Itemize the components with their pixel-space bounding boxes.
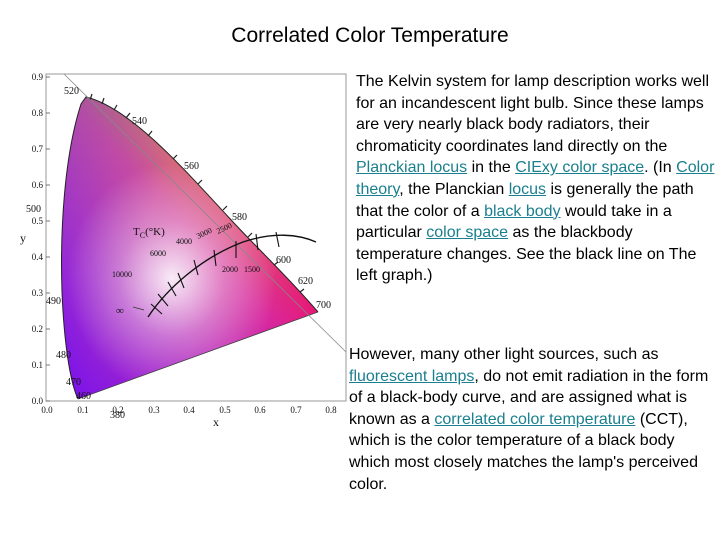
tc-subscript: C bbox=[140, 231, 145, 240]
tc-unit: (°K) bbox=[145, 226, 165, 238]
paragraph-text: , the Planckian bbox=[399, 180, 509, 198]
hyperlink[interactable]: locus bbox=[508, 180, 547, 198]
y-tick-label: 0.5 bbox=[32, 216, 44, 226]
x-tick-label: 0.5 bbox=[219, 405, 231, 415]
temperature-label: 2000 bbox=[222, 265, 238, 274]
hyperlink[interactable]: Color theory bbox=[356, 159, 715, 198]
y-tick-label: 0.9 bbox=[32, 72, 44, 82]
x-axis-label: x bbox=[213, 415, 219, 429]
x-tick-label: 0.6 bbox=[254, 405, 266, 415]
x-tick-label: 0.8 bbox=[325, 405, 337, 415]
svg-text:TC(°K): TC(°K) bbox=[133, 226, 165, 240]
wavelength-label: 380 bbox=[110, 410, 125, 421]
y-tick-label: 0.0 bbox=[32, 396, 44, 406]
hyperlink[interactable]: correlated color temperature bbox=[434, 410, 636, 428]
tc-label: T bbox=[133, 226, 140, 238]
hyperlink[interactable]: Planckian locus bbox=[356, 159, 468, 177]
wavelength-label: 540 bbox=[132, 116, 147, 127]
paragraph-kelvin-system: The Kelvin system for lamp description w… bbox=[356, 71, 718, 287]
cie-chromaticity-diagram: 380 460 470 480 490 500 520 540 560 580 … bbox=[20, 72, 347, 429]
paragraph-text: The Kelvin system for lamp description w… bbox=[356, 73, 710, 155]
wavelength-label: 480 bbox=[56, 350, 71, 361]
wavelength-label: 500 bbox=[26, 204, 41, 215]
y-axis-label: y bbox=[20, 231, 26, 245]
hyperlink[interactable]: black body bbox=[484, 202, 561, 220]
paragraph-text: in the bbox=[467, 159, 516, 177]
wavelength-label: 470 bbox=[66, 377, 81, 388]
wavelength-label: 600 bbox=[276, 255, 291, 266]
temperature-label: 1500 bbox=[244, 265, 260, 274]
y-tick-label: 0.1 bbox=[32, 360, 43, 370]
temperature-label: 6000 bbox=[150, 249, 166, 258]
hyperlink[interactable]: CIExy color space bbox=[515, 159, 645, 177]
temperature-label: 4000 bbox=[176, 237, 192, 246]
y-tick-label: 0.8 bbox=[32, 108, 44, 118]
wavelength-label: 580 bbox=[232, 212, 247, 223]
wavelength-label: 560 bbox=[184, 161, 199, 172]
x-tick-label: 0.4 bbox=[183, 405, 195, 415]
wavelength-label: 700 bbox=[316, 300, 331, 311]
y-tick-label: 0.3 bbox=[32, 288, 44, 298]
paragraph-text: is generally the path that the color of … bbox=[356, 180, 694, 220]
wavelength-label: 490 bbox=[46, 296, 61, 307]
paragraph-text: would take in a particular bbox=[356, 202, 672, 242]
x-tick-label: 0.1 bbox=[77, 405, 88, 415]
x-tick-label: 0.2 bbox=[112, 405, 123, 415]
y-tick-label: 0.7 bbox=[32, 144, 44, 154]
hyperlink[interactable]: fluorescent lamps bbox=[349, 367, 475, 385]
paragraph-text: . (In bbox=[644, 159, 677, 177]
temperature-label: 10000 bbox=[112, 270, 132, 279]
paragraph-text: as the blackbody temperature changes. Se… bbox=[356, 224, 697, 285]
paragraph-text: However, many other light sources, such … bbox=[349, 346, 659, 363]
x-tick-label: 0.7 bbox=[290, 405, 302, 415]
paragraph-text: , do not emit radiation in the form of a… bbox=[349, 367, 709, 428]
y-tick-label: 0.6 bbox=[32, 180, 44, 190]
infinity-label: ∞ bbox=[116, 305, 124, 317]
wavelength-label: 520 bbox=[64, 86, 79, 97]
paragraph-correlated-color-temperature: However, many other light sources, such … bbox=[349, 344, 717, 495]
hyperlink[interactable]: color space bbox=[426, 224, 509, 242]
paragraph-text: (CCT), which is the color temperature of… bbox=[349, 410, 698, 493]
x-tick-label: 0.0 bbox=[41, 405, 53, 415]
slide-title: Correlated Color Temperature bbox=[231, 24, 509, 47]
wavelength-label: 460 bbox=[76, 391, 91, 402]
y-tick-label: 0.2 bbox=[32, 324, 43, 334]
y-tick-label: 0.4 bbox=[32, 252, 44, 262]
x-tick-label: 0.3 bbox=[148, 405, 160, 415]
wavelength-label: 620 bbox=[298, 276, 313, 287]
